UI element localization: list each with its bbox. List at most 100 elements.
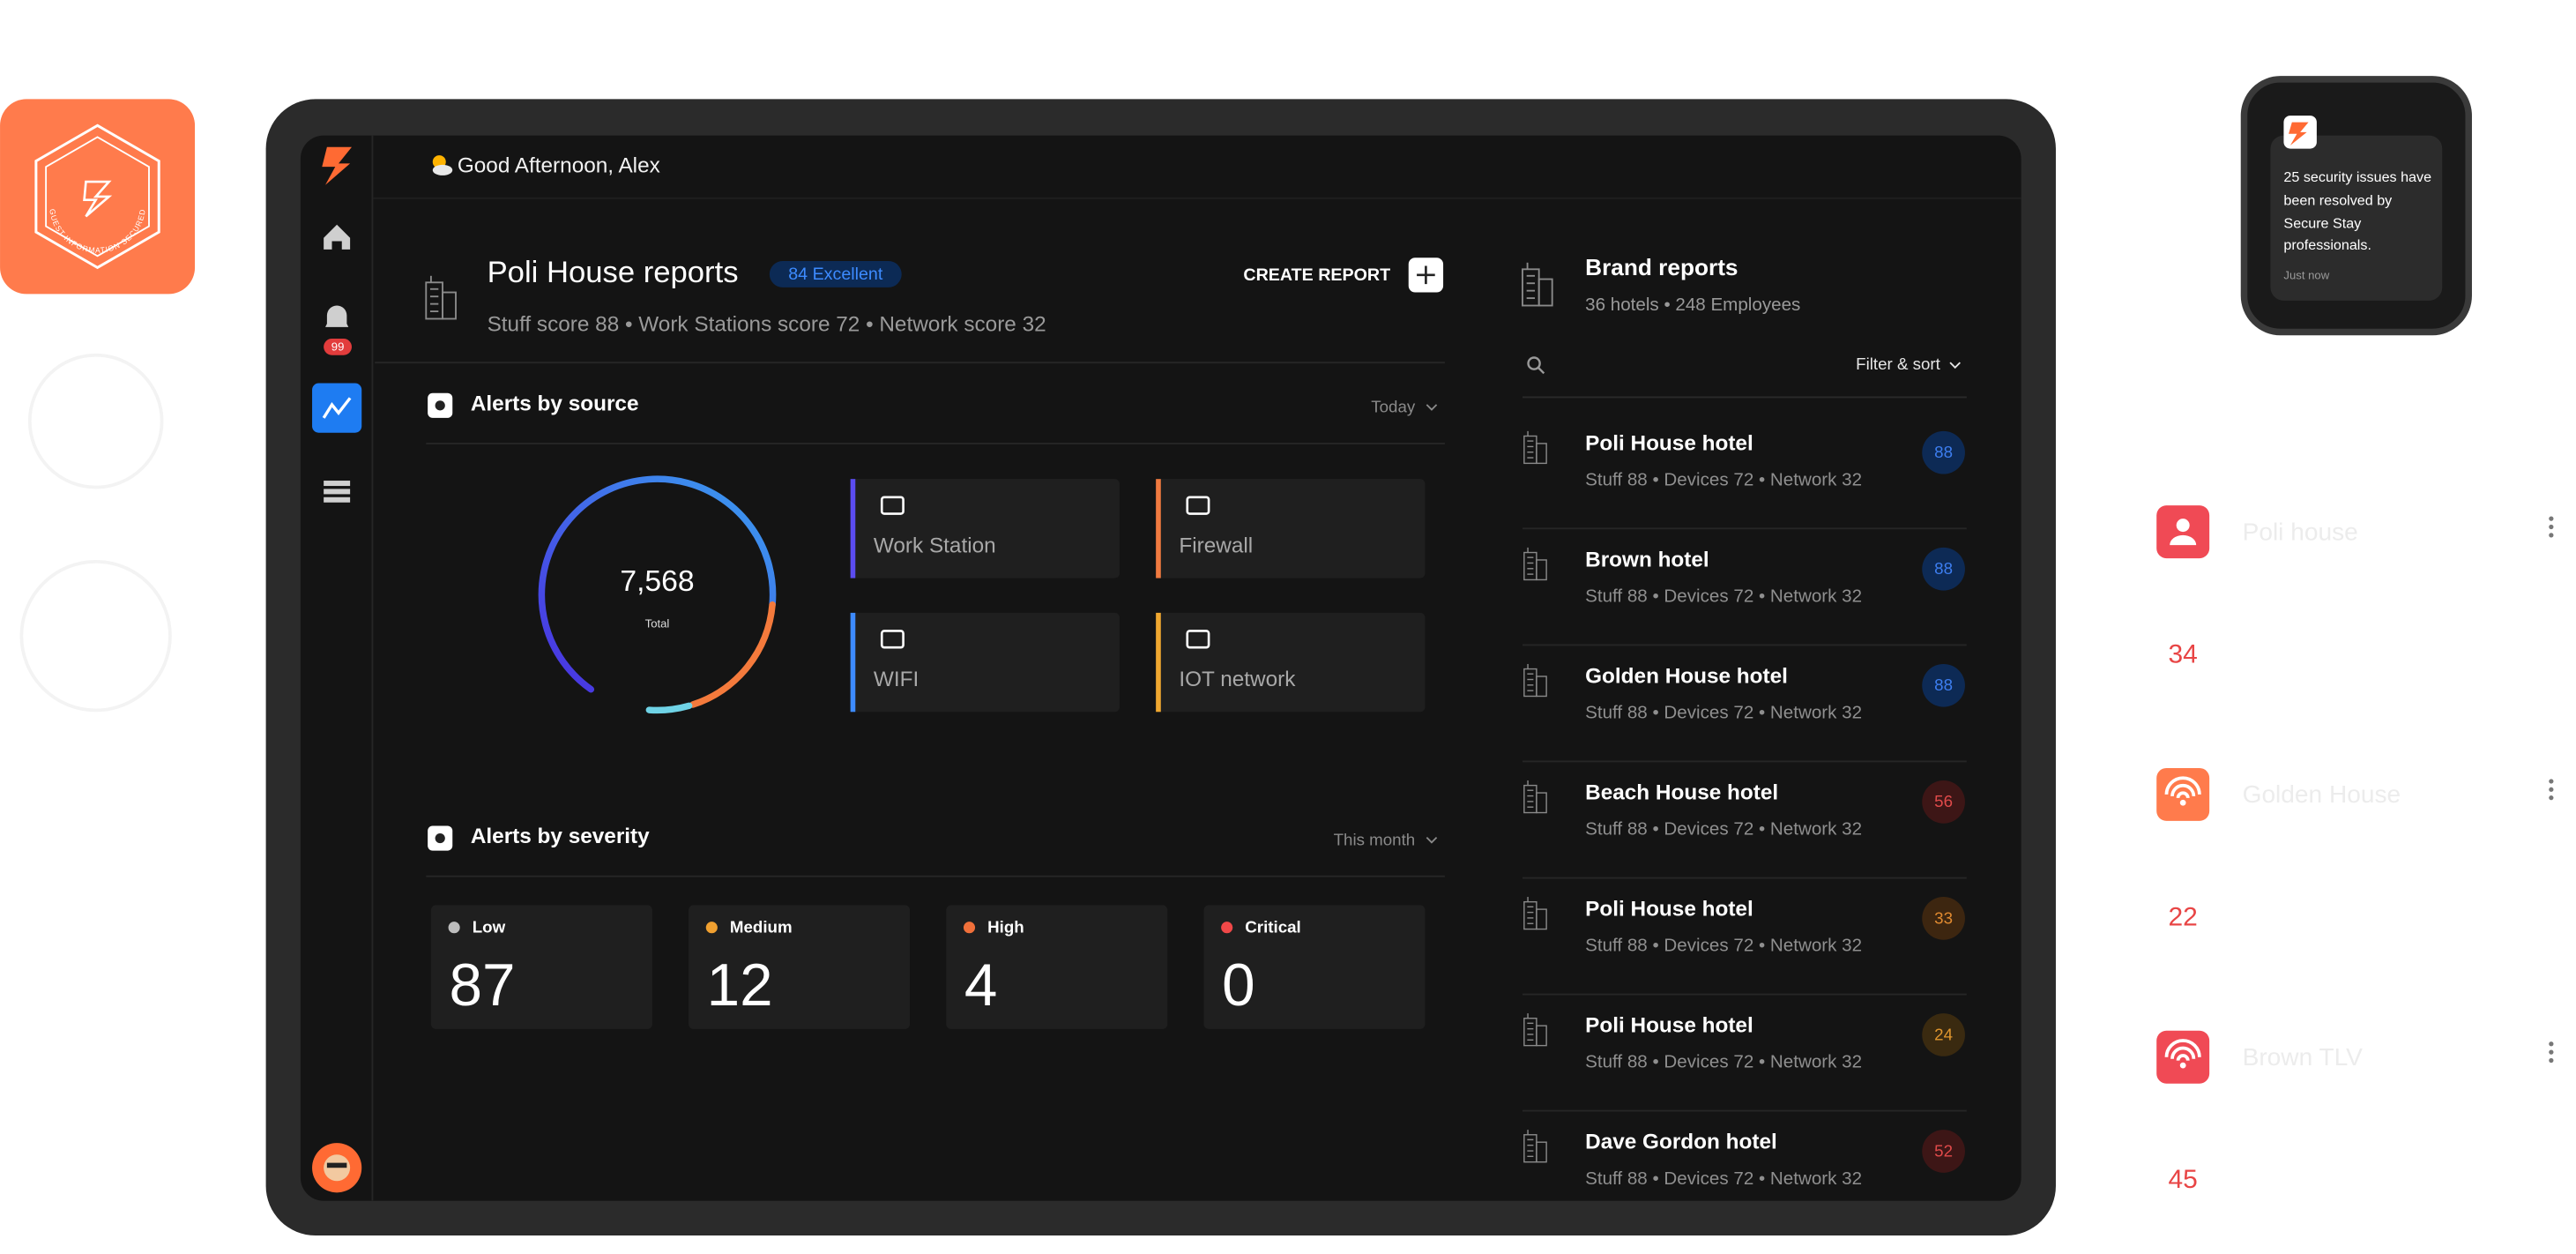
- building-wing: [1536, 1141, 1547, 1163]
- report-title: Poli House reports: [488, 256, 739, 289]
- severity-label: High: [987, 918, 1024, 937]
- section-filter[interactable]: This month: [1334, 830, 1416, 848]
- severity-card[interactable]: [430, 905, 652, 1029]
- source-card-accent: [1156, 479, 1161, 578]
- gauge-arc-cyan: [645, 702, 693, 714]
- building-wing: [1536, 676, 1547, 698]
- greeting: Good Afternoon, Alex: [458, 154, 660, 178]
- notification-card: [2270, 135, 2443, 301]
- source-icon: [1186, 630, 1210, 649]
- gauge-total: 7,568: [620, 564, 694, 598]
- source-label: Firewall: [1179, 534, 1253, 557]
- source-card[interactable]: [850, 612, 1120, 713]
- hotel-details: Stuff 88 • Devices 72 • Network 32: [1585, 1168, 1862, 1189]
- brand-building-icon: [1522, 262, 1553, 307]
- hotel-score-badge: [1922, 1130, 1965, 1173]
- hotel-score: 88: [1934, 676, 1953, 694]
- nav-list-row: [324, 496, 351, 503]
- hotel-name[interactable]: Poli House hotel: [1585, 1014, 1753, 1038]
- menu-dot: [2549, 533, 2554, 538]
- source-icon: [1186, 496, 1210, 515]
- avatar-glasses: [326, 1162, 347, 1168]
- building-wing: [1537, 278, 1553, 307]
- nav-list-row: [324, 489, 351, 495]
- source-card[interactable]: [850, 479, 1120, 578]
- severity-card[interactable]: [689, 905, 911, 1029]
- hotel-details: Stuff 88 • Devices 72 • Network 32: [1585, 703, 1862, 723]
- weather-cloud: [432, 164, 453, 175]
- wifi-wave: [2176, 1054, 2190, 1061]
- side-item-name[interactable]: Poli house: [2243, 518, 2358, 545]
- hotel-name[interactable]: Beach House hotel: [1585, 780, 1778, 804]
- nav-bell[interactable]: [325, 305, 349, 327]
- building-wing: [1536, 908, 1547, 930]
- building-wing: [1536, 443, 1547, 465]
- wifi-wave: [2170, 783, 2196, 797]
- menu-dot: [2549, 795, 2554, 801]
- source-label: Work Station: [874, 534, 996, 557]
- report-badge: [769, 260, 902, 287]
- hotel-score-badge: [1922, 1013, 1965, 1056]
- nav-home[interactable]: [324, 224, 351, 250]
- side-item-name[interactable]: Golden House: [2243, 780, 2401, 808]
- severity-value: 87: [450, 952, 516, 1019]
- chevron: [1949, 362, 1961, 369]
- hotel-details: Stuff 88 • Devices 72 • Network 32: [1585, 586, 1862, 607]
- source-label: IOT network: [1179, 668, 1296, 691]
- wifi-dot: [2179, 1062, 2186, 1069]
- create-report[interactable]: CREATE REPORT: [1243, 265, 1390, 285]
- source-card-accent: [1156, 612, 1161, 713]
- nav-analytics-icon: [322, 397, 352, 419]
- wifi-wave: [2164, 776, 2201, 795]
- badge-logo: [83, 180, 113, 218]
- hotel-name[interactable]: Poli House hotel: [1585, 897, 1753, 921]
- search-icon[interactable]: [1527, 356, 1541, 370]
- hotel-details: Stuff 88 • Devices 72 • Network 32: [1585, 819, 1862, 840]
- hotel-details: Stuff 88 • Devices 72 • Network 32: [1585, 469, 1862, 489]
- nav-badge-text: 99: [331, 340, 345, 354]
- hotel-score-badge: [1922, 430, 1965, 474]
- wifi-wave: [2176, 791, 2190, 799]
- person-head: [2176, 519, 2190, 533]
- hotel-score: 88: [1934, 443, 1953, 461]
- severity-dot: [1221, 922, 1233, 934]
- menu-dot: [2549, 1041, 2554, 1047]
- source-card-accent: [850, 479, 856, 578]
- side-item-name[interactable]: Brown TLV: [2243, 1043, 2364, 1071]
- section-filter[interactable]: Today: [1371, 398, 1416, 416]
- hotel-name[interactable]: Dave Gordon hotel: [1585, 1131, 1777, 1154]
- brand-title: Brand reports: [1585, 254, 1738, 280]
- hotel-icon: [1523, 780, 1547, 814]
- severity-card[interactable]: [1203, 905, 1426, 1029]
- nav-badge: [324, 338, 352, 355]
- severity-dot: [448, 922, 460, 934]
- severity-card[interactable]: [946, 905, 1168, 1029]
- building-wing: [442, 291, 457, 320]
- filter-sort[interactable]: Filter & sort: [1856, 355, 1940, 373]
- hotel-name[interactable]: Brown hotel: [1585, 548, 1709, 571]
- hotel-score: 24: [1934, 1025, 1953, 1043]
- severity-dot: [705, 922, 718, 934]
- source-card[interactable]: [1156, 479, 1426, 578]
- source-icon: [880, 496, 905, 515]
- source-card-accent: [850, 612, 856, 713]
- hotel-name[interactable]: Poli House hotel: [1585, 431, 1753, 455]
- wifi-wave: [2164, 1039, 2201, 1057]
- side-item-count: 34: [2169, 640, 2198, 669]
- hotel-icon: [1523, 1013, 1547, 1047]
- severity-label: Critical: [1245, 918, 1300, 937]
- section-title: Alerts by severity: [471, 825, 650, 848]
- notification-message: 25 security issues have been resolved by…: [2283, 168, 2432, 254]
- hotel-name[interactable]: Golden House hotel: [1585, 664, 1788, 688]
- notification-logo-mark: [2289, 122, 2309, 146]
- menu-dot: [2549, 779, 2554, 784]
- nav-analytics[interactable]: [312, 383, 362, 433]
- badge-hexagon: [34, 123, 160, 270]
- watermark: [19, 559, 172, 713]
- source-card[interactable]: [1156, 612, 1426, 713]
- menu-dot: [2549, 524, 2554, 530]
- hotel-score-badge: [1922, 663, 1965, 707]
- severity-value: 4: [964, 952, 998, 1019]
- nav-list-row: [324, 481, 351, 487]
